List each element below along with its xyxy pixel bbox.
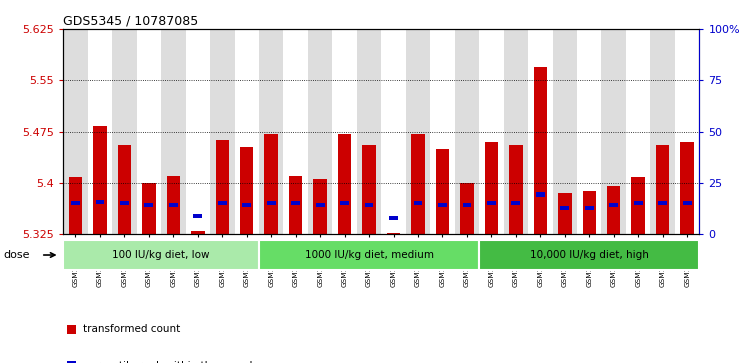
Bar	[536, 192, 545, 196]
Bar	[357, 29, 382, 234]
Bar	[191, 231, 205, 234]
Text: percentile rank within the sample: percentile rank within the sample	[83, 361, 259, 363]
Bar	[365, 203, 373, 207]
Bar	[681, 142, 694, 234]
Bar	[120, 201, 129, 205]
Bar	[438, 203, 447, 207]
Bar	[634, 201, 643, 205]
Bar	[607, 186, 620, 234]
Bar	[675, 29, 699, 234]
Bar	[577, 29, 601, 234]
Bar	[583, 191, 596, 234]
Bar	[283, 29, 308, 234]
Bar	[313, 179, 327, 234]
Bar	[315, 203, 324, 207]
Bar	[389, 216, 398, 220]
Bar	[144, 203, 153, 207]
Bar	[216, 140, 229, 234]
Text: dose: dose	[4, 250, 31, 260]
Bar	[259, 240, 479, 270]
Bar	[161, 29, 185, 234]
Bar	[240, 147, 254, 234]
Bar	[479, 240, 699, 270]
Bar	[267, 201, 275, 205]
Bar	[609, 203, 618, 207]
Bar	[218, 201, 227, 205]
Bar	[185, 29, 210, 234]
Bar	[142, 183, 155, 234]
Bar	[63, 29, 88, 234]
Bar	[528, 29, 553, 234]
Bar	[430, 29, 455, 234]
Bar	[558, 193, 571, 234]
Bar	[479, 29, 504, 234]
Bar	[626, 29, 650, 234]
Bar	[169, 203, 178, 207]
Bar	[63, 240, 259, 270]
Bar	[553, 29, 577, 234]
Text: 100 IU/kg diet, low: 100 IU/kg diet, low	[112, 250, 210, 260]
Bar	[340, 201, 349, 205]
Bar	[461, 183, 474, 234]
Bar	[650, 29, 675, 234]
Bar	[414, 201, 423, 205]
Bar	[504, 29, 528, 234]
Bar	[167, 176, 180, 234]
Bar	[362, 145, 376, 234]
Bar	[112, 29, 137, 234]
Bar	[382, 29, 405, 234]
Bar	[411, 134, 425, 234]
Bar	[333, 29, 357, 234]
Bar	[463, 203, 471, 207]
Bar	[137, 29, 161, 234]
Bar	[210, 29, 234, 234]
Bar	[71, 201, 80, 205]
Bar	[560, 206, 569, 210]
Text: 1000 IU/kg diet, medium: 1000 IU/kg diet, medium	[304, 250, 434, 260]
Bar	[455, 29, 479, 234]
Bar	[93, 126, 106, 234]
Bar	[585, 206, 594, 210]
Bar	[683, 201, 691, 205]
Bar	[533, 67, 547, 234]
Bar	[118, 145, 131, 234]
Bar	[234, 29, 259, 234]
Bar	[405, 29, 430, 234]
Bar	[658, 201, 667, 205]
Bar	[509, 145, 522, 234]
Bar	[264, 134, 278, 234]
Bar	[387, 233, 400, 234]
Bar	[511, 201, 520, 205]
Bar	[601, 29, 626, 234]
Bar	[632, 178, 645, 234]
Bar	[338, 134, 351, 234]
Bar	[95, 200, 104, 204]
Bar	[289, 176, 302, 234]
Text: transformed count: transformed count	[83, 325, 181, 334]
Bar	[487, 201, 496, 205]
Bar	[436, 149, 449, 234]
Bar	[292, 201, 300, 205]
Bar	[259, 29, 283, 234]
Bar	[68, 178, 82, 234]
Text: GDS5345 / 10787085: GDS5345 / 10787085	[63, 15, 199, 28]
Bar	[88, 29, 112, 234]
Bar	[656, 145, 670, 234]
Bar	[243, 203, 251, 207]
Bar	[193, 214, 202, 218]
Bar	[484, 142, 498, 234]
Text: 10,000 IU/kg diet, high: 10,000 IU/kg diet, high	[530, 250, 649, 260]
Bar	[308, 29, 333, 234]
